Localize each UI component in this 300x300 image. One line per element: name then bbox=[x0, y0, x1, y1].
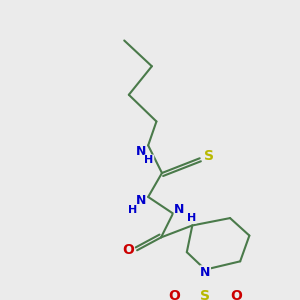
Text: H: H bbox=[128, 205, 137, 215]
Text: S: S bbox=[204, 149, 214, 164]
Text: N: N bbox=[174, 203, 184, 216]
Text: O: O bbox=[122, 243, 134, 257]
Text: N: N bbox=[200, 266, 210, 279]
Text: N: N bbox=[136, 194, 146, 207]
Text: S: S bbox=[200, 289, 210, 300]
Text: H: H bbox=[187, 213, 196, 223]
Text: O: O bbox=[231, 289, 242, 300]
Text: N: N bbox=[136, 145, 146, 158]
Text: O: O bbox=[168, 289, 180, 300]
Text: H: H bbox=[145, 155, 154, 165]
